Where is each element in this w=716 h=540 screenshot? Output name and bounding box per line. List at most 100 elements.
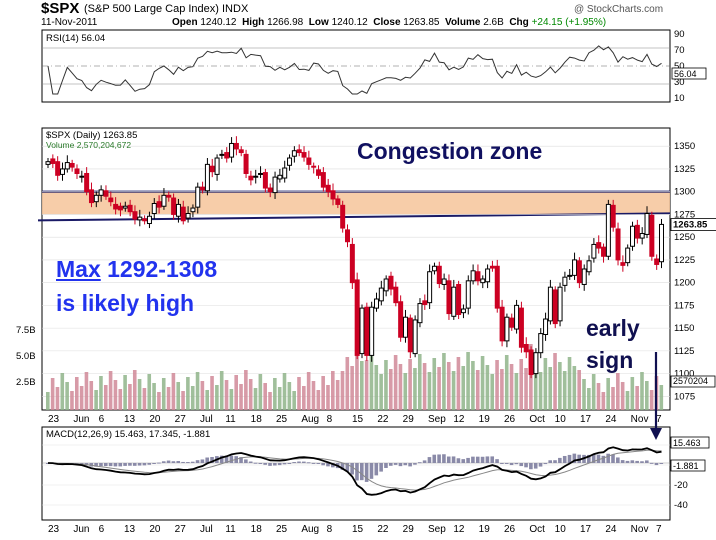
volume-bar bbox=[601, 392, 606, 410]
volume-bar bbox=[103, 385, 108, 410]
macd-x-tick-label: 6 bbox=[99, 524, 105, 535]
macd-hist-bar bbox=[398, 463, 403, 467]
volume-bar bbox=[659, 385, 664, 410]
candle-body bbox=[166, 194, 172, 198]
macd-hist-bar bbox=[495, 459, 499, 463]
macd-x-tick-label: Sep bbox=[428, 524, 446, 535]
candle-body bbox=[287, 157, 293, 166]
candle-body bbox=[615, 228, 621, 261]
macd-x-tick-label: 7 bbox=[656, 524, 662, 535]
macd-hist-bar bbox=[645, 460, 649, 463]
candle-body bbox=[103, 190, 109, 197]
candle-body bbox=[538, 333, 544, 354]
candle-body bbox=[639, 233, 645, 239]
volume-bar bbox=[355, 342, 359, 410]
macd-hist-bar bbox=[355, 463, 359, 481]
macd-hist-bar bbox=[345, 463, 350, 472]
candle-body bbox=[291, 150, 297, 157]
macd-hist-bar bbox=[171, 461, 176, 463]
volume-bar bbox=[360, 361, 364, 410]
price-x-tick-label: Nov bbox=[631, 414, 649, 425]
macd-x-tick-label: 24 bbox=[605, 524, 617, 535]
candle-body bbox=[518, 307, 524, 348]
rsi-tick-label: 30 bbox=[674, 77, 685, 88]
volume-bar bbox=[46, 392, 50, 410]
volume-bar bbox=[480, 356, 485, 410]
price-x-tick-label: 6 bbox=[99, 414, 105, 425]
candle-body bbox=[209, 165, 215, 173]
candle-body bbox=[117, 205, 123, 211]
volume-bar bbox=[50, 378, 55, 410]
macd-hist-bar bbox=[485, 456, 490, 463]
macd-x-tick-label: 23 bbox=[48, 524, 60, 535]
volume-bar bbox=[422, 363, 427, 410]
candle-body bbox=[335, 198, 341, 205]
volume-bar bbox=[451, 371, 456, 410]
volume-bar bbox=[166, 387, 171, 410]
candle-body bbox=[393, 286, 399, 304]
candle-body bbox=[122, 205, 128, 209]
volume-bar bbox=[89, 381, 94, 410]
volume-bar bbox=[509, 364, 514, 410]
price-x-tick-label: 10 bbox=[555, 414, 567, 425]
volume-bar bbox=[147, 374, 152, 410]
macd-hist-bar bbox=[340, 463, 345, 470]
rsi-line bbox=[47, 45, 662, 95]
volume-bar bbox=[186, 377, 190, 410]
candle-body bbox=[262, 172, 268, 189]
volume-bar bbox=[326, 385, 330, 410]
macd-hist-bar bbox=[263, 463, 267, 465]
macd-hist-bar bbox=[408, 463, 412, 467]
candle-body bbox=[45, 161, 51, 165]
macd-hist-bar bbox=[224, 455, 229, 463]
macd-x-tick-label: Jul bbox=[200, 524, 213, 535]
volume-bar bbox=[645, 381, 649, 410]
volume-bar bbox=[466, 352, 470, 410]
macd-hist-bar bbox=[331, 463, 335, 468]
candle-body bbox=[69, 162, 75, 168]
macd-hist-bar bbox=[248, 461, 253, 463]
macd-hist-bar bbox=[533, 463, 538, 469]
macd-hist-bar bbox=[219, 455, 224, 463]
candle-body bbox=[84, 172, 90, 193]
macd-hist-bar bbox=[572, 453, 577, 463]
candle-body bbox=[195, 186, 201, 208]
macd-hist-bar bbox=[548, 460, 552, 463]
candle-body bbox=[528, 349, 534, 376]
macd-hist-tag bbox=[670, 459, 706, 472]
macd-hist-bar bbox=[601, 455, 606, 463]
price-tick-label: 1275 bbox=[674, 209, 695, 220]
volume-bar bbox=[616, 373, 620, 410]
candle-body bbox=[180, 206, 186, 222]
candle-body bbox=[499, 306, 505, 342]
macd-hist-bar bbox=[210, 457, 214, 463]
volume-label: Volume 2,570,204,672 bbox=[46, 140, 131, 150]
price-x-tick-label: 23 bbox=[48, 414, 60, 425]
candle-body bbox=[214, 157, 220, 175]
macd-hist-bar bbox=[567, 454, 572, 463]
volume-bar bbox=[263, 383, 267, 410]
macd-hist-bar bbox=[132, 463, 137, 466]
volume-bar bbox=[403, 373, 408, 410]
candle-body bbox=[306, 157, 312, 165]
volume-bar bbox=[287, 382, 292, 410]
candle-body bbox=[272, 176, 278, 194]
volume-bar bbox=[190, 386, 195, 410]
candle-body bbox=[354, 279, 360, 356]
candle-body bbox=[190, 207, 196, 213]
macd-hist-bar bbox=[277, 463, 282, 466]
candle-body bbox=[204, 163, 210, 192]
macd-hist-bar bbox=[538, 463, 543, 467]
candle-body bbox=[258, 172, 264, 175]
candle-body bbox=[567, 274, 573, 277]
candle-body bbox=[446, 280, 452, 315]
price-x-tick-label: Oct bbox=[529, 414, 545, 425]
macd-x-tick-label: Oct bbox=[529, 524, 545, 535]
macd-hist-bar bbox=[268, 463, 272, 466]
macd-hist-bar bbox=[635, 460, 639, 463]
price-x-tick-label: 7 bbox=[656, 414, 662, 425]
price-x-tick-label: 17 bbox=[580, 414, 592, 425]
candle-body bbox=[475, 271, 481, 282]
price-candles bbox=[45, 136, 665, 379]
macd-hist-bar bbox=[292, 462, 296, 464]
